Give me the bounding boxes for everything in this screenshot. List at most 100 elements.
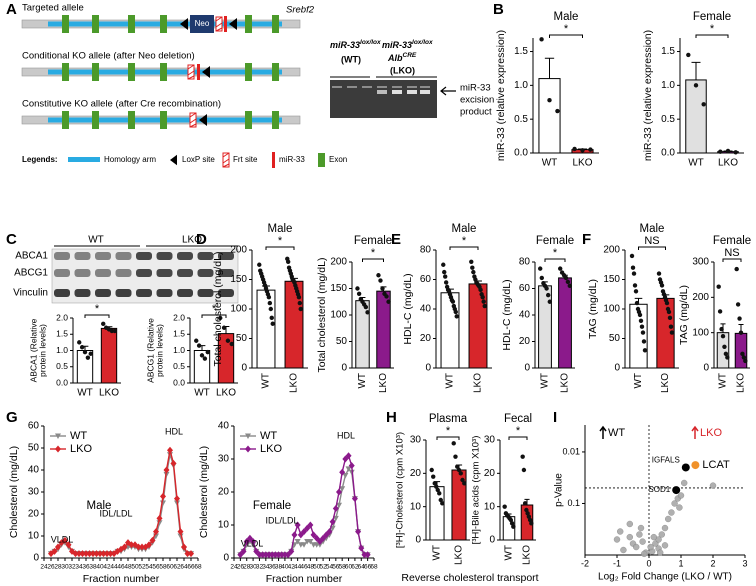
data-point: [658, 531, 665, 538]
data-point: [194, 338, 199, 343]
x-tick-label: WT: [445, 373, 456, 389]
highlight-point: [672, 486, 681, 495]
series-marker: [250, 538, 257, 545]
x-tick-label: LKO: [473, 373, 484, 393]
x-tick-label: 24: [230, 564, 238, 571]
data-point: [218, 315, 223, 321]
data-point: [522, 501, 528, 506]
legend-label: Frt site: [233, 155, 258, 164]
series-marker: [90, 550, 96, 558]
point-label: SOD1: [648, 485, 670, 494]
x-tick-label: LKO: [572, 158, 592, 169]
x-tick-label: WT: [357, 373, 368, 389]
blot-band: [115, 269, 132, 277]
bar: [685, 79, 707, 154]
frt-hatch: [222, 152, 230, 168]
gel-band: [407, 86, 417, 88]
data-point: [456, 467, 462, 473]
data-point: [631, 271, 637, 276]
data-point: [613, 536, 621, 543]
y-tick-label: 200: [330, 257, 347, 268]
blot-band: [177, 252, 193, 260]
y-tick-label: 1.5: [56, 329, 68, 339]
x-tick-label: 52: [138, 564, 146, 571]
blot-band: [177, 269, 193, 277]
y-axis-label: [³H]-Cholesterol (cpm X10³): [395, 432, 406, 548]
series-marker: [240, 547, 247, 555]
exon: [128, 111, 135, 129]
annotation: VLDL: [241, 538, 264, 548]
y-tick-label: 0.0: [661, 148, 675, 159]
x-tick-label: LKO: [522, 545, 533, 565]
series-marker: [149, 536, 156, 544]
series-marker: [291, 531, 298, 539]
panel-letter: A: [6, 1, 17, 18]
data-point: [470, 265, 475, 270]
series-marker: [332, 505, 339, 512]
x-tick-label: 24: [40, 564, 48, 571]
y-tick-label: 1.0: [173, 345, 185, 355]
data-point: [659, 283, 665, 288]
y-tick-label: 100: [692, 327, 709, 338]
series-marker: [62, 536, 68, 544]
significance-label: *: [446, 425, 451, 437]
significance-label: *: [212, 303, 217, 315]
legend-marker: [55, 433, 61, 439]
exon: [62, 63, 69, 81]
exon: [245, 63, 252, 81]
series-marker: [163, 466, 170, 474]
series-marker: [139, 543, 145, 551]
y-axis-label: ABCA1 (Relative: [28, 318, 38, 382]
data-point: [639, 538, 646, 545]
data-point: [298, 306, 303, 312]
allele-name: Conditional KO allele (after Neo deletio…: [22, 51, 195, 62]
legend-label: Homology arm: [104, 155, 156, 164]
series-marker: [345, 452, 352, 460]
blot-band: [115, 289, 132, 297]
series-marker: [107, 550, 114, 558]
y-tick-label: 0.0: [514, 148, 528, 159]
blot-group: WT: [88, 235, 104, 246]
data-point: [544, 286, 549, 291]
data-point: [356, 291, 362, 296]
blot-band: [95, 269, 111, 277]
series-marker: [86, 550, 93, 558]
gel-label: (LKO): [390, 65, 415, 75]
loxp-site: [229, 18, 237, 30]
data-point: [668, 509, 675, 516]
y-axis-label: TAG (mg/dL): [587, 279, 599, 339]
x-tick-label: 1: [678, 558, 683, 568]
y-tick-label: 100: [330, 310, 347, 321]
data-point: [723, 351, 729, 357]
significance-bracket: [436, 436, 460, 440]
y-tick-label: 60: [28, 421, 40, 432]
data-point: [641, 550, 648, 558]
series-marker: [301, 528, 307, 536]
data-point: [718, 149, 723, 154]
series-marker: [275, 551, 282, 559]
data-point: [664, 300, 670, 306]
legend-label: LKO: [70, 443, 92, 455]
gel-band: [420, 86, 430, 88]
x-tick-label: WT: [77, 388, 93, 399]
blot-band: [74, 289, 91, 297]
x-tick-label: 46: [300, 564, 308, 571]
significance-bracket: [84, 314, 110, 318]
data-point: [671, 500, 678, 507]
legend-title: Legends:: [22, 155, 58, 164]
series-marker: [76, 550, 82, 558]
data-point: [667, 315, 673, 321]
y-tick-label: 0.5: [173, 361, 185, 371]
blot-band: [54, 269, 70, 277]
exon: [245, 15, 252, 33]
data-point: [738, 330, 744, 335]
y-tick-label: 200: [603, 245, 620, 256]
blot-band: [54, 252, 70, 260]
exon: [92, 63, 99, 81]
series-marker: [329, 518, 336, 526]
loxp-site: [180, 18, 188, 30]
series-marker: [348, 462, 355, 470]
data-point: [558, 266, 563, 271]
data-point: [668, 324, 674, 329]
data-point: [480, 295, 485, 300]
